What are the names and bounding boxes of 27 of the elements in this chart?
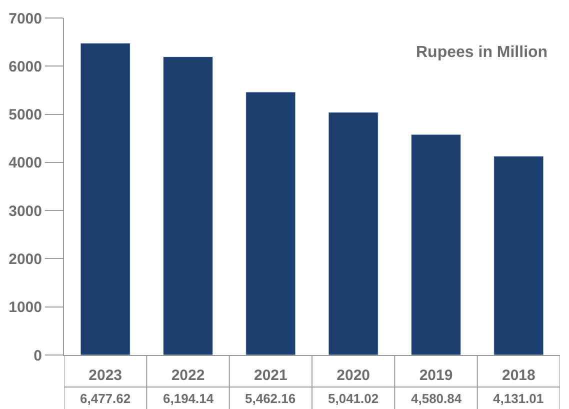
y-tick-label: 5000 [8, 106, 42, 124]
data-label: 5,462.16 [245, 391, 296, 406]
x-tick-label: 2019 [419, 367, 453, 384]
annotation: Rupees in Million [416, 44, 548, 61]
data-label: 6,477.62 [80, 391, 131, 406]
bar [494, 156, 544, 355]
x-tick-label: 2021 [254, 367, 288, 384]
y-tick-label: 6000 [8, 58, 42, 76]
y-tick-label: 4000 [8, 154, 42, 172]
data-label: 6,194.14 [163, 391, 214, 406]
x-tick-label: 2020 [336, 367, 370, 384]
y-tick-label: 0 [34, 347, 42, 364]
bar [328, 112, 378, 355]
x-tick-label: 2022 [171, 367, 205, 384]
data-label: 4,131.01 [493, 391, 544, 406]
x-tick-label: 2023 [88, 367, 122, 384]
y-tick-label: 1000 [8, 299, 42, 316]
bar [80, 42, 130, 355]
data-label: 4,580.84 [411, 391, 462, 406]
bar [410, 134, 462, 355]
y-tick-label: 2000 [8, 250, 42, 268]
y-tick-label: 3000 [8, 202, 42, 220]
y-tick-label: 7000 [8, 10, 42, 28]
bar [246, 92, 296, 355]
data-label: 5,041.02 [328, 391, 379, 406]
x-tick-label: 2018 [502, 367, 536, 384]
bar [162, 56, 214, 355]
